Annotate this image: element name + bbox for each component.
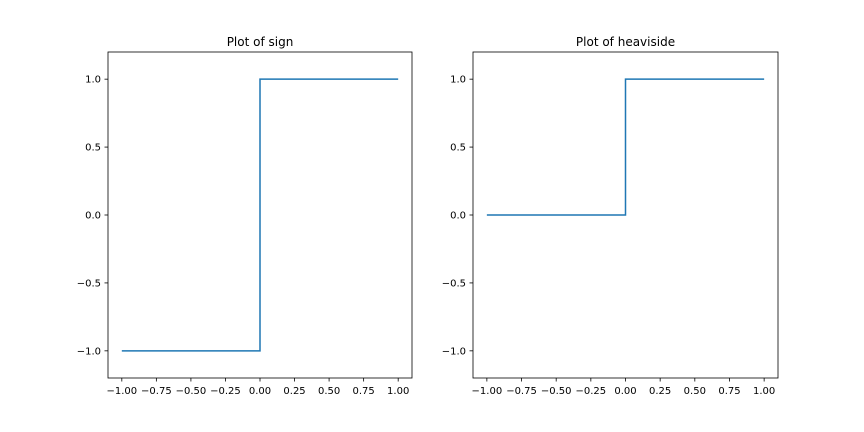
chart-2-x-tick-label: 0.25 bbox=[649, 386, 671, 397]
chart-2-x-tick-label: −0.75 bbox=[506, 386, 537, 397]
chart-1-x-tick-label: −0.75 bbox=[141, 386, 172, 397]
chart-2-x-tick-label: −0.25 bbox=[576, 386, 607, 397]
chart-2-y-tick-label: −0.5 bbox=[442, 278, 466, 289]
chart-1-x-tick-label: 1.00 bbox=[387, 386, 409, 397]
chart-2-x-tick-label: 0.00 bbox=[614, 386, 636, 397]
chart-1-x-tick-label: −0.25 bbox=[210, 386, 241, 397]
chart-2-x-tick-label: 0.75 bbox=[718, 386, 740, 397]
chart-2-x-tick-label: −0.50 bbox=[541, 386, 572, 397]
chart-2: −1.00 −0.75 −0.50 −0.25 0.00 0.25 0.50 0.75 1.00… bbox=[442, 35, 779, 397]
chart-1-y-tick-label: 0.5 bbox=[85, 143, 101, 154]
chart-2-title: Plot of heaviside bbox=[576, 35, 675, 49]
chart-2-series-line-1 bbox=[486, 78, 765, 216]
chart-2-x-tick-label: −1.00 bbox=[472, 386, 503, 397]
chart-2-y-tick-label: 0.0 bbox=[450, 211, 466, 222]
chart-2-x-tick-label: 1.00 bbox=[753, 386, 775, 397]
chart-1-x-tick-label: −1.00 bbox=[106, 386, 137, 397]
chart-2-y-tick-label: 0.5 bbox=[450, 143, 466, 154]
chart-1-y-tick-label: −0.5 bbox=[77, 278, 101, 289]
chart-2-y-tick-label: −1.0 bbox=[442, 346, 466, 357]
chart-2-y-tick-label: 1.0 bbox=[450, 75, 466, 86]
chart-1-x-tick-label: 0.50 bbox=[318, 386, 340, 397]
chart-1-y-tick-label: 0.0 bbox=[85, 211, 101, 222]
chart-1-x-tick-label: −0.50 bbox=[176, 386, 207, 397]
chart-2-x-tick-label: 0.50 bbox=[684, 386, 706, 397]
chart-1: −1.00 −0.75 −0.50 −0.25 0.00 0.25 0.50 0.75 1.00… bbox=[77, 35, 413, 397]
chart-1-y-tick-label: 1.0 bbox=[85, 75, 101, 86]
chart-1-x-tick-label: 0.25 bbox=[283, 386, 305, 397]
chart-1-x-tick-label: 0.75 bbox=[353, 386, 375, 397]
chart-1-series-line-1 bbox=[121, 78, 399, 352]
chart-1-title: Plot of sign bbox=[227, 35, 294, 49]
chart-1-x-tick-label: 0.00 bbox=[249, 386, 271, 397]
chart-1-y-tick-label: −1.0 bbox=[77, 346, 101, 357]
